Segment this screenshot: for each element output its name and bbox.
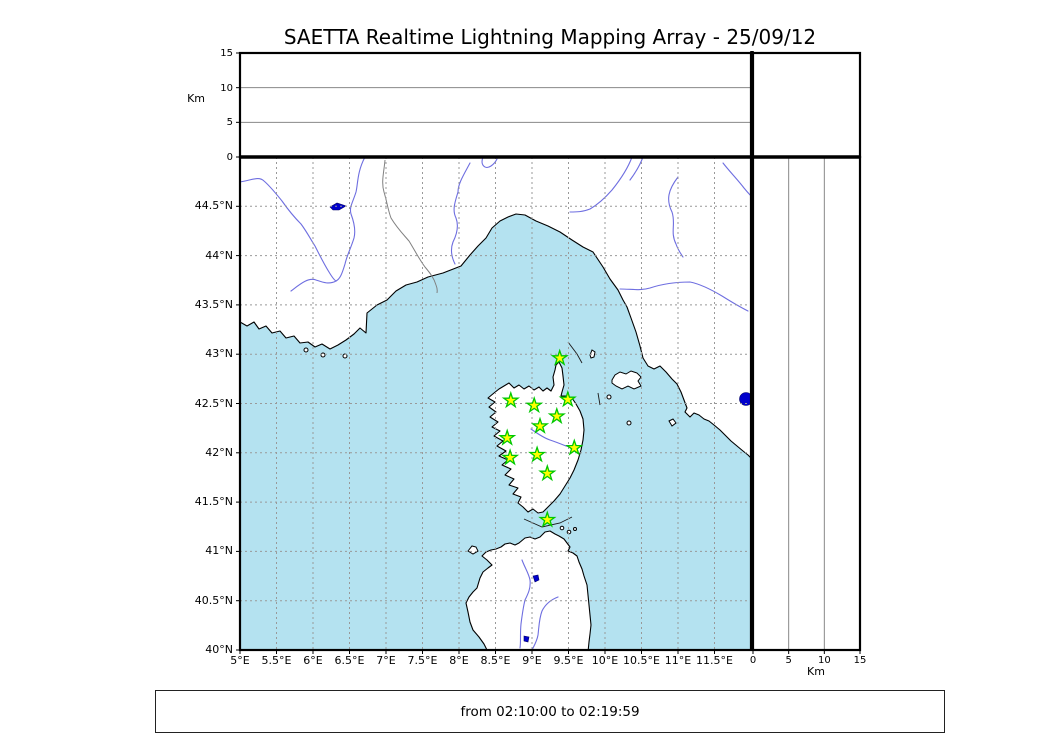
- sardinia-river: [519, 559, 531, 649]
- station-marker: [498, 428, 517, 446]
- admin-border-line: [382, 159, 438, 294]
- sardinia-river: [531, 596, 559, 650]
- pianosa-island: [626, 420, 632, 426]
- lat-tick-label: 43°N: [205, 347, 233, 361]
- time-range-box: from 02:10:00 to 02:19:59: [155, 690, 945, 733]
- lat-tick-label: 42.5°N: [194, 396, 233, 410]
- asinara-island: [467, 545, 479, 555]
- lon-tick-label: 11°E: [664, 654, 692, 667]
- lon-tick-label: 9.5°E: [553, 654, 584, 667]
- lon-tick-label: 8.5°E: [480, 654, 511, 667]
- gorgona-island: [606, 394, 612, 400]
- lon-tick-label: 5°E: [230, 654, 250, 667]
- river: [335, 157, 366, 282]
- lake-serre-poncon: [329, 202, 347, 211]
- top-panel-km-label: 15: [220, 48, 233, 59]
- altitude-panel-right: [751, 155, 862, 652]
- lat-tick-label: 44.5°N: [194, 199, 233, 213]
- lat-tick-label: 40°N: [205, 643, 233, 656]
- time-range-text: from 02:10:00 to 02:19:59: [460, 703, 640, 720]
- station-marker: [547, 406, 566, 425]
- top-panel-km-label: 5: [226, 117, 233, 129]
- right-panel-km-label: 10: [817, 655, 831, 666]
- hyeres-islet: [303, 347, 309, 353]
- graticule-grid: [240, 157, 751, 650]
- lat-tick-label: 43.5°N: [194, 297, 233, 311]
- altitude-panel-top: [238, 51, 753, 159]
- river: [450, 162, 471, 265]
- plot-title: SAETTA Realtime Lightning Mapping Array …: [283, 25, 817, 49]
- river: [629, 157, 644, 181]
- corsica-river: [530, 428, 574, 449]
- stations-layer: [498, 348, 584, 528]
- maddalena-islet: [573, 527, 577, 531]
- altitude-panel-top-gridlines: [240, 87, 751, 123]
- maddalena-islet: [559, 525, 565, 531]
- right-panel-xlabel: Km: [807, 665, 825, 678]
- lon-tick-label: 8°E: [449, 654, 469, 667]
- mainland-coastline: [240, 157, 751, 459]
- lon-tick-label: 6°E: [303, 654, 323, 667]
- sardinia-coastline: [465, 530, 592, 650]
- lat-tick-label: 42°N: [205, 445, 233, 459]
- river: [240, 178, 338, 292]
- lon-tick-label: 9°E: [522, 654, 542, 667]
- lon-tick-label: 5.5°E: [261, 654, 292, 667]
- station-marker: [565, 438, 584, 456]
- right-panel-km-label: 0: [749, 655, 757, 666]
- altitude-panel-right-gridlines: [788, 157, 825, 650]
- station-marker: [550, 348, 569, 366]
- lat-tick-label: 40.5°N: [194, 593, 233, 607]
- station-marker: [525, 395, 544, 414]
- maritime-boundary-line: [597, 392, 601, 406]
- lon-tick-label: 6.5°E: [334, 654, 365, 667]
- station-marker: [528, 445, 547, 463]
- capraia-island: [589, 349, 596, 359]
- lon-tick-label: 7°E: [376, 654, 396, 667]
- station-marker: [538, 463, 557, 482]
- station-marker: [538, 510, 557, 528]
- arno-river: [619, 281, 749, 312]
- top-panel-km-label: 10: [220, 82, 233, 94]
- lon-tick-label: 11.5°E: [696, 654, 733, 667]
- sardinia-lake: [523, 635, 530, 643]
- elba-island: [611, 370, 642, 390]
- lon-tick-label: 10.5°E: [623, 654, 660, 667]
- station-marker: [501, 390, 520, 409]
- lat-tick-label: 44°N: [205, 248, 233, 262]
- station-marker: [501, 448, 520, 466]
- lon-tick-label: 10°E: [591, 654, 619, 667]
- river: [668, 176, 684, 258]
- lat-tick-label: 41.5°N: [194, 495, 233, 509]
- lat-tick-label: 41°N: [205, 544, 233, 558]
- river: [481, 157, 498, 168]
- corner-panel: [751, 51, 862, 159]
- right-panel-km-label: 15: [853, 655, 867, 666]
- lon-tick-label: 7.5°E: [407, 654, 438, 667]
- right-panel-km-label: 5: [785, 655, 792, 666]
- river: [569, 157, 633, 213]
- sardinia-lake: [532, 574, 540, 583]
- axis-ticks: [236, 52, 861, 654]
- giglio-island: [668, 418, 677, 427]
- top-panel-ylabel: Km: [187, 92, 205, 105]
- station-marker: [558, 390, 577, 408]
- hyeres-islet: [320, 352, 326, 358]
- station-marker: [530, 416, 550, 434]
- map-layers: [240, 157, 751, 650]
- top-panel-km-label: 0: [226, 152, 233, 163]
- lake-bolsena: [739, 392, 751, 406]
